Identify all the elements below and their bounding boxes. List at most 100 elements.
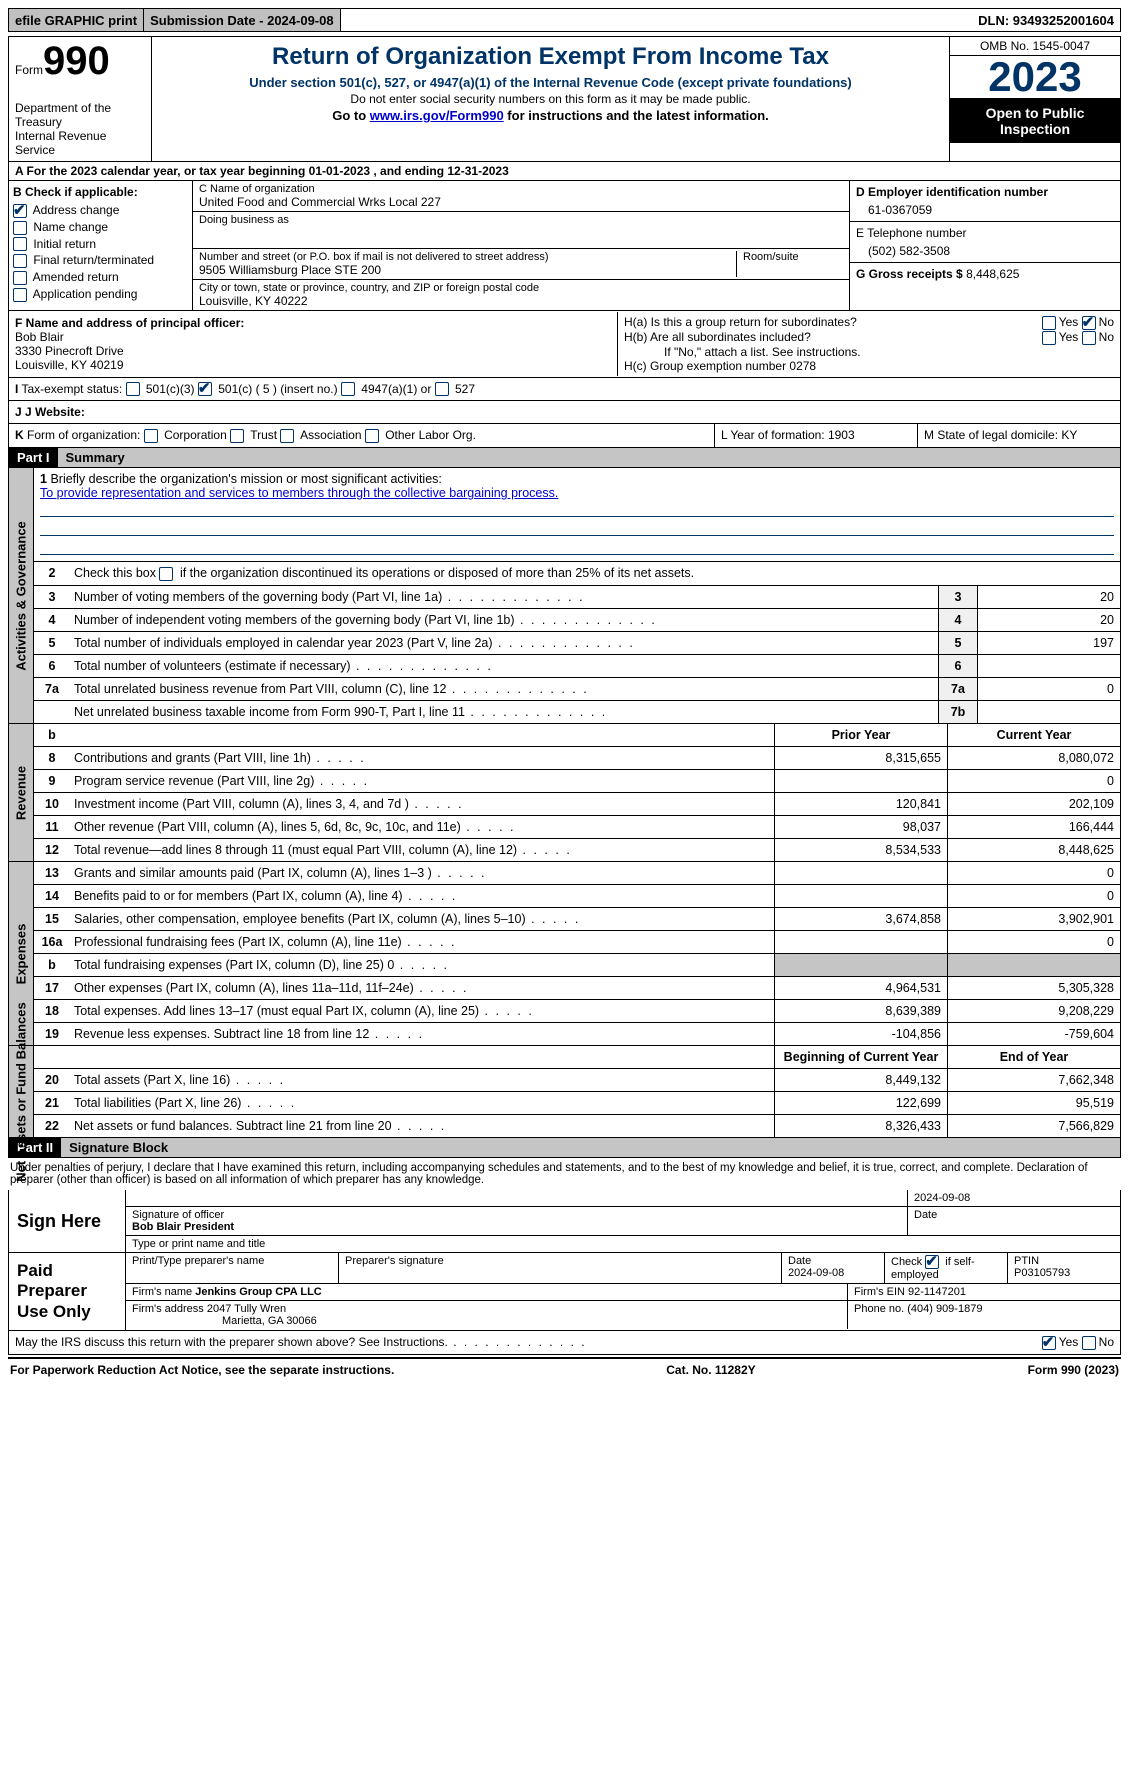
- addr-value: 9505 Williamsburg Place STE 200: [199, 263, 736, 277]
- discuss-no-check[interactable]: [1082, 1336, 1096, 1350]
- form-number: 990: [43, 39, 110, 83]
- curr-year-header: Current Year: [947, 724, 1120, 746]
- summary-line: 5Total number of individuals employed in…: [34, 632, 1120, 655]
- hb-yes-check[interactable]: [1042, 331, 1056, 345]
- ein-cell: D Employer identification number 61-0367…: [850, 181, 1120, 222]
- assoc-label: Association: [300, 428, 361, 442]
- ha-no-check[interactable]: [1082, 316, 1096, 330]
- colb-check[interactable]: [13, 254, 27, 268]
- colb-item: Name change: [13, 220, 188, 235]
- tel-value: (502) 582-3508: [856, 240, 1114, 258]
- summary-line: 16aProfessional fundraising fees (Part I…: [34, 931, 1120, 954]
- addr-cell: Number and street (or P.O. box if mail i…: [193, 249, 849, 280]
- colb-check[interactable]: [13, 221, 27, 235]
- summary-line: 13Grants and similar amounts paid (Part …: [34, 862, 1120, 885]
- summary-line: bTotal fundraising expenses (Part IX, co…: [34, 954, 1120, 977]
- dept-label: Department of the TreasuryInternal Reven…: [15, 101, 145, 157]
- tax-year: 2023: [950, 56, 1120, 99]
- 4947-check[interactable]: [341, 382, 355, 396]
- summary-line: 9Program service revenue (Part VIII, lin…: [34, 770, 1120, 793]
- spacer: [341, 9, 973, 31]
- colb-check[interactable]: [13, 271, 27, 285]
- assoc-check[interactable]: [280, 429, 294, 443]
- perjury-text: Under penalties of perjury, I declare th…: [8, 1158, 1121, 1190]
- form-org-row: K Form of organization: Corporation Trus…: [8, 424, 1121, 448]
- prep-sig-label: Preparer's signature: [339, 1253, 782, 1283]
- colb-check[interactable]: [13, 288, 27, 302]
- 501c3-check[interactable]: [126, 382, 140, 396]
- gross-label: G Gross receipts $: [856, 267, 966, 281]
- 527-label: 527: [455, 382, 475, 396]
- part1-label: Part I: [9, 448, 58, 467]
- goto-line: Go to www.irs.gov/Form990 for instructio…: [158, 108, 943, 123]
- header-left: Form990 Department of the TreasuryIntern…: [9, 37, 152, 161]
- form-header: Form990 Department of the TreasuryIntern…: [8, 36, 1121, 162]
- paid-prep-label: Paid Preparer Use Only: [9, 1253, 126, 1330]
- firm-name: Jenkins Group CPA LLC: [195, 1286, 322, 1298]
- summary-net: Net Assets or Fund Balances Beginning of…: [8, 1046, 1121, 1138]
- net-header: Beginning of Current Year End of Year: [34, 1046, 1120, 1069]
- addr-label: Number and street (or P.O. box if mail i…: [199, 251, 736, 263]
- colb-label: Address change: [33, 203, 120, 217]
- discuss-row: May the IRS discuss this return with the…: [8, 1331, 1121, 1355]
- section-h: H(a) Is this a group return for subordin…: [618, 311, 1120, 377]
- discuss-yes: Yes: [1059, 1335, 1079, 1349]
- summary-line: 6Total number of volunteers (estimate if…: [34, 655, 1120, 678]
- ptin-value: P03105793: [1014, 1267, 1070, 1279]
- summary-line: 10Investment income (Part VIII, column (…: [34, 793, 1120, 816]
- 501c-check[interactable]: [198, 382, 212, 396]
- return-subtitle: Under section 501(c), 527, or 4947(a)(1)…: [158, 75, 943, 90]
- firm-name-label: Firm's name: [132, 1286, 195, 1298]
- ha-yes-check[interactable]: [1042, 316, 1056, 330]
- dln-label: DLN: 93493252001604: [972, 9, 1120, 31]
- corp-check[interactable]: [144, 429, 158, 443]
- summary-line: 11Other revenue (Part VIII, column (A), …: [34, 816, 1120, 839]
- 527-check[interactable]: [435, 382, 449, 396]
- side-net: Net Assets or Fund Balances: [9, 1046, 34, 1137]
- header-mid: Return of Organization Exempt From Incom…: [152, 37, 950, 161]
- summary-line: 20Total assets (Part X, line 16)8,449,13…: [34, 1069, 1120, 1092]
- summary-line: 15Salaries, other compensation, employee…: [34, 908, 1120, 931]
- efile-button[interactable]: efile GRAPHIC print: [9, 9, 144, 31]
- summary-line: 12Total revenue—add lines 8 through 11 (…: [34, 839, 1120, 861]
- city-cell: City or town, state or province, country…: [193, 280, 849, 310]
- gross-value: 8,448,625: [966, 267, 1019, 281]
- 4947-label: 4947(a)(1) or: [361, 382, 431, 396]
- col-b-header: B Check if applicable:: [13, 185, 188, 199]
- summary-line: 8Contributions and grants (Part VIII, li…: [34, 747, 1120, 770]
- line2-check[interactable]: [159, 567, 173, 581]
- summary-rev: Revenue b Prior Year Current Year 8Contr…: [8, 724, 1121, 862]
- summary-exp: Expenses 13Grants and similar amounts pa…: [8, 862, 1121, 1046]
- summary-line: 14Benefits paid to or for members (Part …: [34, 885, 1120, 908]
- officer-name: Bob Blair: [15, 330, 611, 344]
- submission-date: Submission Date - 2024-09-08: [144, 9, 341, 31]
- header-right: OMB No. 1545-0047 2023 Open to Public In…: [950, 37, 1120, 161]
- website-row: J J Website:: [8, 401, 1121, 424]
- other-check[interactable]: [365, 429, 379, 443]
- trust-check[interactable]: [230, 429, 244, 443]
- hb-no-check[interactable]: [1082, 331, 1096, 345]
- no-label-2: No: [1099, 330, 1114, 344]
- footer: For Paperwork Reduction Act Notice, see …: [8, 1357, 1121, 1381]
- hb-note: If "No," attach a list. See instructions…: [624, 345, 1114, 359]
- colb-item: Amended return: [13, 270, 188, 285]
- colb-check[interactable]: [13, 204, 27, 218]
- return-title: Return of Organization Exempt From Incom…: [158, 43, 943, 71]
- irs-link[interactable]: www.irs.gov/Form990: [370, 108, 504, 123]
- colb-item: Application pending: [13, 287, 188, 302]
- yes-label: Yes: [1059, 315, 1079, 329]
- hb-label: H(b) Are all subordinates included?: [624, 330, 811, 344]
- prep-date-label: Date: [788, 1255, 811, 1267]
- sign-here-block: Sign Here 2024-09-08 Signature of office…: [8, 1190, 1121, 1253]
- colb-check[interactable]: [13, 237, 27, 251]
- discuss-yes-check[interactable]: [1042, 1336, 1056, 1350]
- mission-text[interactable]: To provide representation and services t…: [40, 486, 558, 500]
- self-emp-check[interactable]: [925, 1255, 939, 1269]
- type-print-label: Type or print name and title: [126, 1236, 1120, 1252]
- mission-label: Briefly describe the organization's miss…: [50, 472, 441, 486]
- dba-cell: Doing business as: [193, 212, 849, 249]
- year-formation: L Year of formation: 1903: [715, 424, 918, 447]
- corp-label: Corporation: [164, 428, 227, 442]
- discuss-text: May the IRS discuss this return with the…: [15, 1335, 448, 1349]
- website-label: J Website:: [25, 405, 85, 419]
